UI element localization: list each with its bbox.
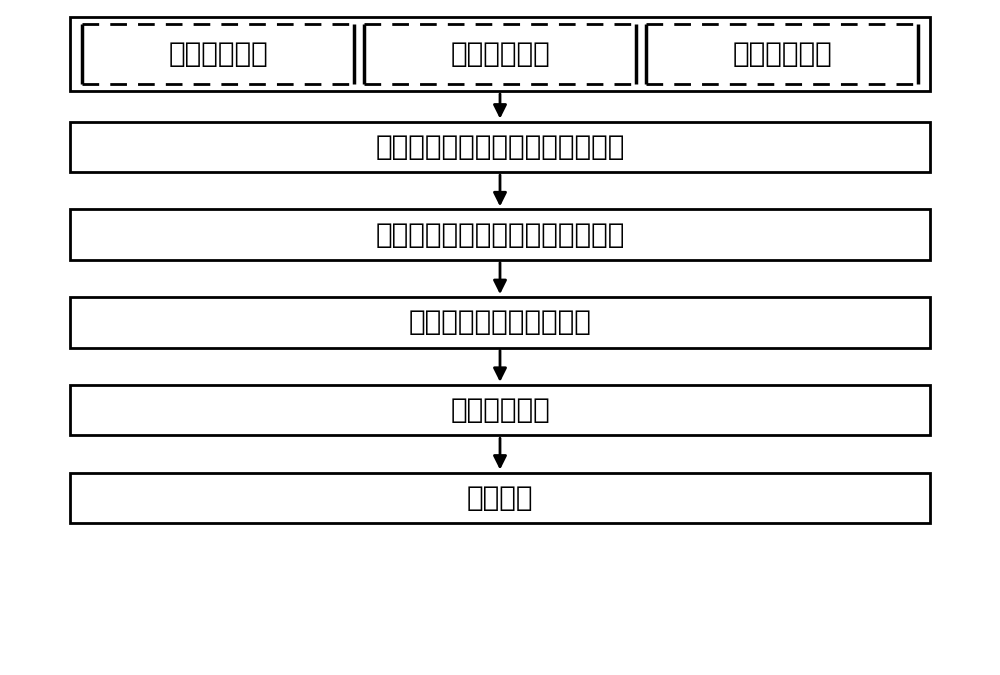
Text: 点胶针头点胶: 点胶针头点胶 (450, 396, 550, 424)
Bar (70, 385, 930, 435)
Text: 微管零件固定: 微管零件固定 (450, 40, 550, 68)
Text: 微管、微孔零件与点胶针头精定位: 微管、微孔零件与点胶针头精定位 (375, 221, 625, 248)
Text: 点胶针头固定: 点胶针头固定 (732, 40, 832, 68)
Text: 胶斑固化: 胶斑固化 (467, 484, 533, 512)
Bar (70, 297, 930, 348)
Bar (70, 17, 930, 91)
Text: 微孔零件固定: 微孔零件固定 (168, 40, 268, 68)
Bar (70, 122, 930, 172)
Text: 微管零件与微孔零件装配: 微管零件与微孔零件装配 (409, 308, 591, 336)
Bar (70, 209, 930, 260)
Text: 微管、微孔零件与点胶针头粗定位: 微管、微孔零件与点胶针头粗定位 (375, 133, 625, 161)
Bar (70, 472, 930, 523)
